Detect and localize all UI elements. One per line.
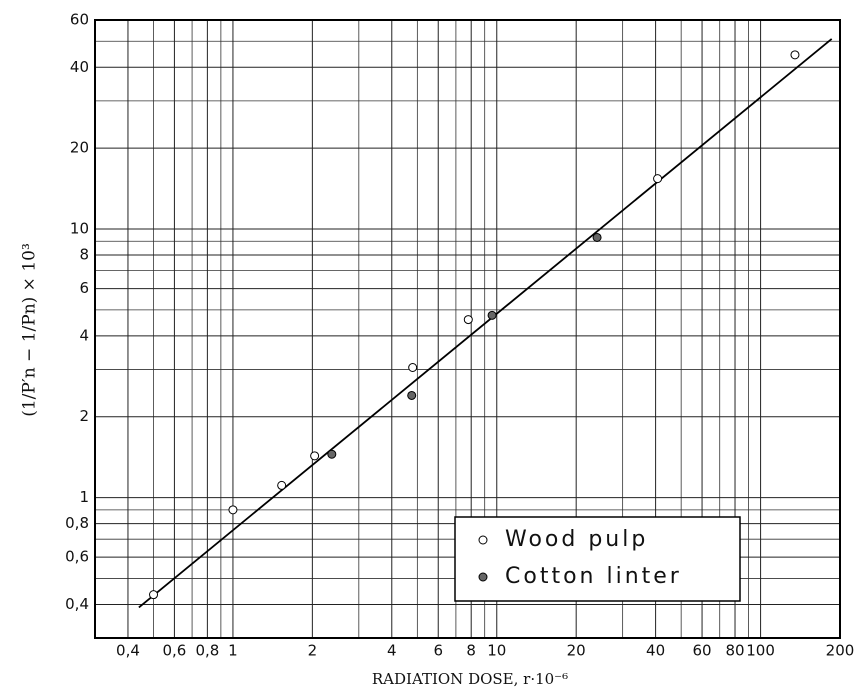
x-tick-label: 20: [567, 642, 586, 660]
y-tick-label: 2: [79, 407, 89, 425]
x-tick-label: 0,8: [195, 642, 219, 660]
data-point: [310, 451, 320, 461]
y-tick-label: 0,8: [65, 514, 89, 532]
x-tick-label: 6: [433, 642, 443, 660]
y-tick-label: 10: [70, 219, 89, 237]
legend-marker: [478, 535, 488, 545]
y-tick-label: 0,6: [65, 548, 89, 566]
x-tick-label: 0,6: [162, 642, 186, 660]
x-tick-label: 10: [487, 642, 506, 660]
legend-box: [454, 516, 741, 602]
fit-line: [138, 38, 833, 609]
y-tick-label: 20: [70, 139, 89, 157]
data-point: [487, 310, 497, 320]
x-tick-label: 8: [466, 642, 476, 660]
data-point: [790, 50, 800, 60]
plot-frame: [94, 19, 841, 639]
data-point: [408, 362, 418, 372]
x-tick-label: 40: [646, 642, 665, 660]
data-point: [228, 505, 238, 515]
x-tick-label: 0,4: [116, 642, 140, 660]
legend-marker: [478, 572, 488, 582]
x-tick-label: 4: [387, 642, 397, 660]
x-tick-label: 200: [826, 642, 855, 660]
y-tick-label: 8: [79, 246, 89, 264]
data-point: [592, 232, 602, 242]
y-tick-label: 6: [79, 279, 89, 297]
data-point: [149, 590, 159, 600]
y-axis-label: (1/P′n − 1/Pn) × 10³: [20, 243, 40, 417]
y-tick-label: 1: [79, 488, 89, 506]
y-tick-label: 60: [70, 11, 89, 29]
x-tick-label: 60: [693, 642, 712, 660]
data-point: [277, 480, 287, 490]
y-tick-label: 0,4: [65, 595, 89, 613]
data-point: [653, 174, 663, 184]
legend-label: Wood pulp: [505, 527, 648, 552]
x-axis-label: RADIATION DOSE, r·10⁻⁶: [372, 670, 568, 688]
data-point: [463, 315, 473, 325]
data-point: [327, 449, 337, 459]
x-tick-label: 100: [746, 642, 775, 660]
x-tick-label: 1: [228, 642, 238, 660]
data-point: [407, 390, 417, 400]
legend-label: Cotton linter: [505, 564, 682, 589]
y-tick-label: 40: [70, 58, 89, 76]
x-tick-label: 80: [725, 642, 744, 660]
y-tick-label: 4: [79, 326, 89, 344]
x-tick-label: 2: [308, 642, 318, 660]
